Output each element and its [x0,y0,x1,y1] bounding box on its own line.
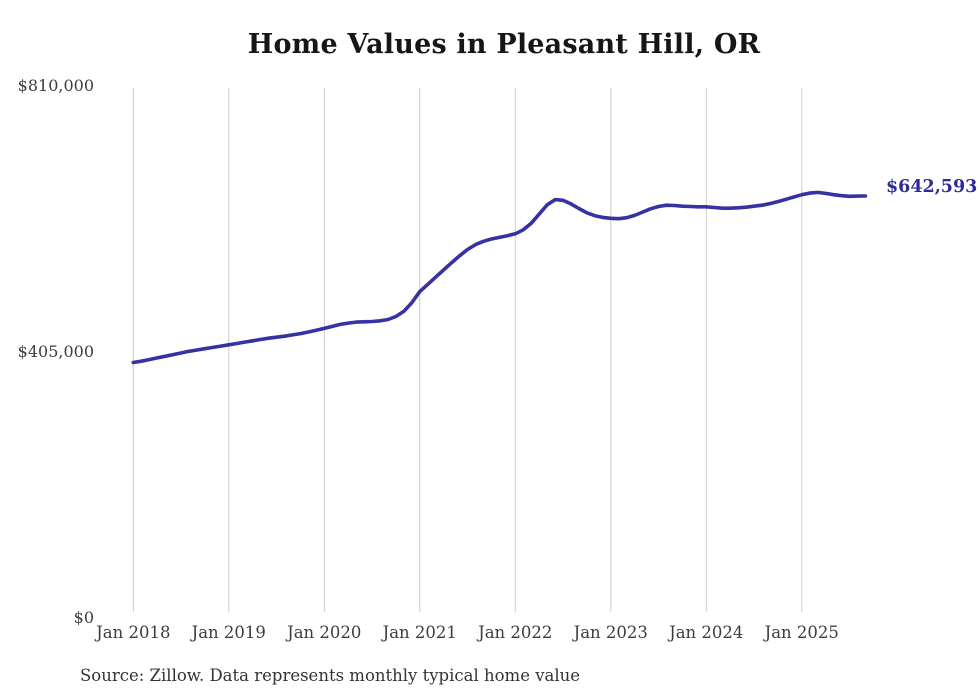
x-axis-tick-label: Jan 2021 [382,623,457,642]
x-axis-tick-label: Jan 2018 [96,623,171,642]
chart-title: Home Values in Pleasant Hill, OR [247,29,761,60]
x-axis-tick-label: Jan 2020 [287,623,362,642]
home-value-line-series [131,190,868,365]
x-axis-tick-label: Jan 2022 [478,623,553,642]
x-axis-tick-label: Jan 2025 [764,623,839,642]
y-axis-tick-label: $405,000 [17,342,94,361]
y-axis-tick-label: $0 [73,608,94,627]
x-axis-tick-label: Jan 2024 [669,623,744,642]
latest-value-label: $642,593 [886,177,978,197]
y-axis-tick-label: $810,000 [17,76,94,95]
x-axis-tick-label: Jan 2019 [191,623,266,642]
source-note: Source: Zillow. Data represents monthly … [80,666,581,685]
x-axis-tick-label: Jan 2023 [573,623,648,642]
